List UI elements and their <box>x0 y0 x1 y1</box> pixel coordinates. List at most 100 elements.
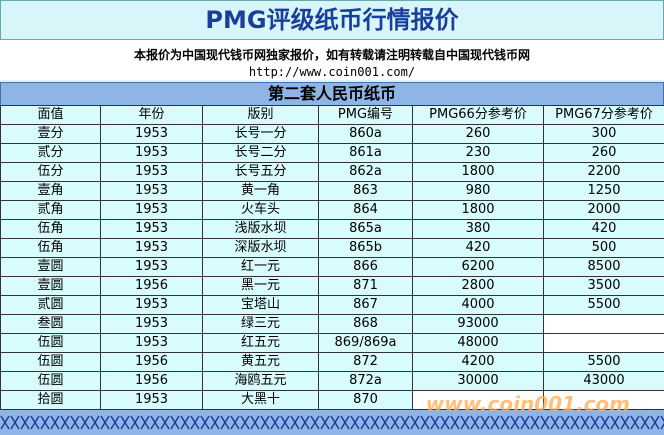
table-cell: 872 <box>318 352 413 372</box>
table-cell: 4200 <box>412 352 544 372</box>
table-cell: 红一元 <box>202 257 319 277</box>
table-cell: 4000 <box>412 295 544 315</box>
table-row: 伍圆 1956 海鸥五元 872a 30000 43000 <box>0 371 664 391</box>
table-row: 壹圆 1953 红一元 866 6200 8500 <box>0 257 664 277</box>
table-cell: 火车头 <box>202 200 319 220</box>
column-header: 版别 <box>202 105 319 125</box>
table-cell: 43000 <box>543 371 664 391</box>
table-cell: 贰圆 <box>0 295 101 315</box>
table-cell: 贰分 <box>0 143 101 163</box>
table-cell: 1953 <box>100 390 203 410</box>
table-row: 壹角 1953 黄一角 863 980 1250 <box>0 181 664 201</box>
table-cell: 叁圆 <box>0 314 101 334</box>
table-cell: 1953 <box>100 181 203 201</box>
table-cell: 拾圆 <box>0 390 101 410</box>
table-cell: 1953 <box>100 314 203 334</box>
table-row: 伍角 1953 浅版水坝 865a 380 420 <box>0 219 664 239</box>
table-cell: 862a <box>318 162 413 182</box>
table-cell: 1800 <box>412 162 544 182</box>
table-cell: 1953 <box>100 238 203 258</box>
table-cell <box>412 390 544 410</box>
table-cell: 1953 <box>100 333 203 353</box>
table-cell: 1800 <box>412 200 544 220</box>
table-cell: 93000 <box>412 314 544 334</box>
column-header: PMG编号 <box>318 105 413 125</box>
table-cell: 海鸥五元 <box>202 371 319 391</box>
table-cell: 伍分 <box>0 162 101 182</box>
table-row: 贰圆 1953 宝塔山 867 4000 5500 <box>0 295 664 315</box>
table-cell: 5500 <box>543 295 664 315</box>
table-cell: 伍圆 <box>0 352 101 372</box>
table-cell: 260 <box>543 143 664 163</box>
table-cell: 伍圆 <box>0 371 101 391</box>
table-cell: 1953 <box>100 219 203 239</box>
table-cell: 868 <box>318 314 413 334</box>
table-cell: 861a <box>318 143 413 163</box>
table-cell: 2800 <box>412 276 544 296</box>
table-cell: 1953 <box>100 257 203 277</box>
table-cell: 深版水坝 <box>202 238 319 258</box>
table-cell: 贰角 <box>0 200 101 220</box>
table-row: 壹分 1953 长号一分 860a 260 300 <box>0 124 664 144</box>
notice-text: 本报价为中国现代钱币网独家报价，如有转载请注明转载自中国现代钱币网 <box>133 48 530 62</box>
price-table: 面值 年份 版别 PMG编号 PMG66分参考价 PMG67分参考价 壹分 1953 长号一分 8… <box>0 105 664 410</box>
table-cell: 863 <box>318 181 413 201</box>
table-cell: 6200 <box>412 257 544 277</box>
table-cell: 长号五分 <box>202 162 319 182</box>
table-cell: 黄五元 <box>202 352 319 372</box>
notice: 本报价为中国现代钱币网独家报价，如有转载请注明转载自中国现代钱币网 http:/… <box>0 40 664 80</box>
table-cell: 30000 <box>412 371 544 391</box>
table-row: 伍圆 1953 红五元 869/869a 48000 <box>0 333 664 353</box>
table-cell: 8500 <box>543 257 664 277</box>
table-cell: 867 <box>318 295 413 315</box>
table-cell: 红五元 <box>202 333 319 353</box>
table-cell: 壹圆 <box>0 276 101 296</box>
table-cell: 866 <box>318 257 413 277</box>
table-cell: 420 <box>412 238 544 258</box>
table-row: 拾圆 1953 大黑十 870 <box>0 390 664 410</box>
table-cell: 869/869a <box>318 333 413 353</box>
url[interactable]: http://www.coin001.com/ <box>248 65 416 79</box>
table-cell: 长号一分 <box>202 124 319 144</box>
table-cell: 绿三元 <box>202 314 319 334</box>
table-cell: 黄一角 <box>202 181 319 201</box>
table-cell <box>543 390 664 410</box>
table-cell: 260 <box>412 124 544 144</box>
watermark: www.coin001.com <box>425 392 630 416</box>
table-cell: 伍角 <box>0 238 101 258</box>
table-cell: 壹角 <box>0 181 101 201</box>
column-header: 面值 <box>0 105 101 125</box>
table-cell: 1250 <box>543 181 664 201</box>
table-cell: 伍圆 <box>0 333 101 353</box>
table-cell: 870 <box>318 390 413 410</box>
table-row: 伍分 1953 长号五分 862a 1800 2200 <box>0 162 664 182</box>
table-cell: 871 <box>318 276 413 296</box>
table-row: 叁圆 1953 绿三元 868 93000 <box>0 314 664 334</box>
table-row: 壹圆 1956 黑一元 871 2800 3500 <box>0 276 664 296</box>
table-cell: 1953 <box>100 162 203 182</box>
table-cell: 865b <box>318 238 413 258</box>
table-cell: 500 <box>543 238 664 258</box>
table-cell: 2200 <box>543 162 664 182</box>
table-cell: 860a <box>318 124 413 144</box>
column-header: 年份 <box>100 105 203 125</box>
table-row: 面值 年份 版别 PMG编号 PMG66分参考价 PMG67分参考价 <box>0 105 664 125</box>
table-cell: 1953 <box>100 200 203 220</box>
table-cell: 1956 <box>100 352 203 372</box>
table-cell: 1956 <box>100 371 203 391</box>
table-cell <box>543 333 664 353</box>
table-row: 贰分 1953 长号二分 861a 230 260 <box>0 143 664 163</box>
table-cell: 980 <box>412 181 544 201</box>
section-title: 第二套人民币纸币 <box>0 82 664 106</box>
table-cell: 1953 <box>100 143 203 163</box>
table-cell: 浅版水坝 <box>202 219 319 239</box>
table-cell: 230 <box>412 143 544 163</box>
table-cell: 1953 <box>100 124 203 144</box>
table-cell: 壹圆 <box>0 257 101 277</box>
table-cell: 宝塔山 <box>202 295 319 315</box>
table-cell: 48000 <box>412 333 544 353</box>
table-cell: 长号二分 <box>202 143 319 163</box>
table-cell: 300 <box>543 124 664 144</box>
table-cell <box>543 314 664 334</box>
